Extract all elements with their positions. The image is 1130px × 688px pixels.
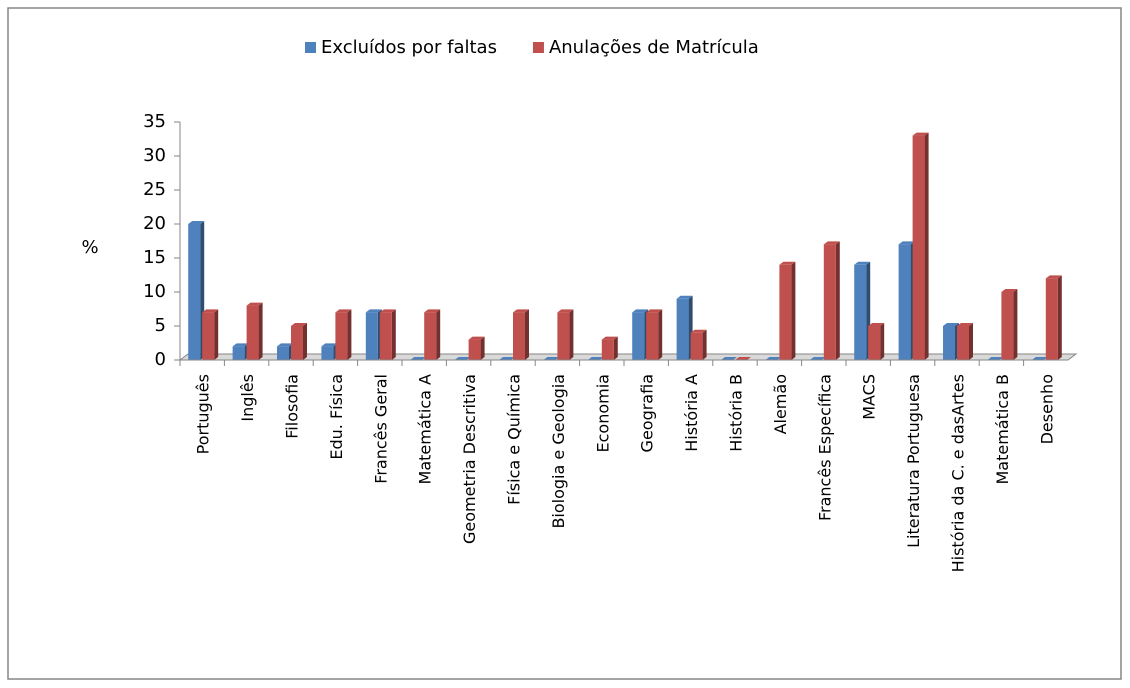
bar	[676, 295, 693, 360]
bar	[646, 309, 663, 360]
bar	[379, 309, 396, 360]
bar	[987, 357, 1004, 360]
bar	[854, 261, 871, 360]
legend-label: Excluídos por faltas	[321, 37, 497, 58]
bar	[188, 221, 205, 360]
x-tick-label: Matemática B	[993, 374, 1012, 485]
y-tick-label: 0	[155, 349, 166, 370]
bar	[499, 357, 515, 360]
bar	[232, 343, 249, 360]
bar	[454, 357, 471, 360]
bar	[735, 357, 751, 360]
bar	[943, 323, 959, 360]
bar	[410, 357, 427, 360]
y-tick-label: 25	[143, 179, 166, 200]
bar	[246, 302, 263, 360]
x-tick-label: Biologia e Geologia	[549, 374, 568, 529]
bar	[468, 336, 485, 360]
x-tick-label: Geometria Descritiva	[460, 374, 479, 544]
x-tick-label: Edu. Física	[327, 374, 346, 460]
bar	[898, 241, 915, 360]
bar	[277, 343, 293, 360]
bar	[1031, 357, 1048, 360]
x-tick-label: Geografia	[638, 374, 657, 452]
bar	[957, 323, 973, 360]
bar	[809, 357, 826, 360]
bar	[690, 329, 707, 360]
bar	[335, 309, 352, 360]
x-tick-label: História B	[727, 374, 746, 452]
bar	[321, 343, 338, 360]
floor	[178, 353, 1078, 361]
bar	[424, 309, 441, 360]
x-tick-label: História da C. e dasArtes	[949, 374, 968, 572]
bar	[912, 132, 929, 360]
legend-swatch	[305, 42, 316, 53]
bar	[365, 309, 382, 360]
x-tick-label: Alemão	[771, 374, 790, 434]
y-tick-label: 5	[155, 315, 166, 336]
x-tick-label: MACS	[860, 374, 879, 420]
bar	[868, 323, 885, 360]
x-tick-label: Física e Química	[505, 374, 524, 505]
x-tick-label: Literatura Portuguesa	[904, 374, 923, 548]
bar	[202, 309, 219, 360]
legend-swatch	[532, 42, 544, 53]
legend-label: Anulações de Matrícula	[549, 37, 759, 58]
bar	[557, 309, 574, 360]
x-tick-label: Inglês	[238, 374, 257, 422]
bar	[587, 357, 604, 360]
bar	[779, 261, 796, 360]
y-tick-label: 35	[143, 111, 166, 132]
y-tick-label: 20	[143, 213, 166, 234]
x-tick-label: Economia	[593, 374, 612, 452]
y-axis-label: %	[81, 237, 98, 258]
bar	[721, 357, 737, 360]
y-tick-label: 30	[143, 145, 166, 166]
x-tick-label: Filosofia	[283, 374, 302, 439]
bar	[823, 241, 840, 360]
bar	[543, 357, 560, 360]
bar	[291, 323, 307, 360]
x-tick-label: Francês Específica	[815, 374, 834, 521]
bar	[632, 309, 649, 360]
bar	[1045, 275, 1062, 360]
x-tick-label: Português	[194, 374, 213, 454]
y-tick-label: 15	[143, 247, 166, 268]
bar	[765, 357, 782, 360]
x-tick-label: Matemática A	[416, 374, 435, 485]
bar	[601, 336, 618, 360]
bar	[1001, 289, 1018, 360]
bar	[513, 309, 529, 360]
x-tick-label: História A	[682, 374, 701, 452]
x-tick-label: Desenho	[1037, 374, 1056, 444]
y-tick-label: 10	[143, 281, 166, 302]
x-tick-label: Francês Geral	[371, 374, 390, 484]
